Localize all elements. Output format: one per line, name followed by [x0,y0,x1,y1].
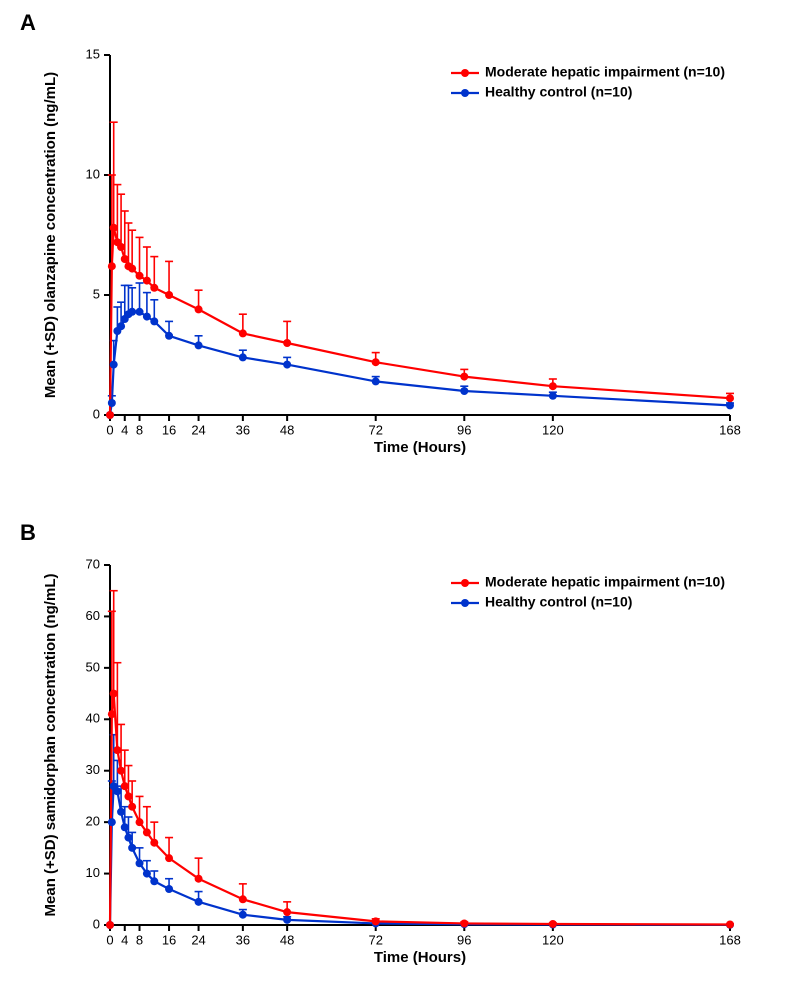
svg-text:168: 168 [719,933,741,948]
svg-text:24: 24 [191,423,205,438]
svg-text:168: 168 [719,423,741,438]
svg-text:96: 96 [457,423,471,438]
y-axis-label: Mean (+SD) samidorphan concentration (ng… [42,574,59,917]
svg-text:70: 70 [86,556,100,571]
svg-text:4: 4 [121,933,128,948]
svg-text:8: 8 [136,423,143,438]
svg-text:120: 120 [542,423,564,438]
svg-text:60: 60 [86,608,100,623]
svg-text:15: 15 [86,46,100,61]
x-axis-label: Time (Hours) [374,949,466,966]
svg-text:48: 48 [280,423,294,438]
svg-text:0: 0 [93,916,100,931]
panel-b-label: B [20,520,36,546]
svg-text:24: 24 [191,933,205,948]
svg-text:36: 36 [236,423,250,438]
svg-text:30: 30 [86,762,100,777]
svg-text:Moderate hepatic impairment (n: Moderate hepatic impairment (n=10) [485,574,725,590]
svg-text:0: 0 [106,423,113,438]
svg-text:48: 48 [280,933,294,948]
svg-text:Healthy control (n=10): Healthy control (n=10) [485,594,632,610]
panel-b-chart: 010203040506070048162436487296120168Time… [30,545,750,990]
svg-text:96: 96 [457,933,471,948]
svg-text:10: 10 [86,166,100,181]
svg-text:Moderate hepatic impairment (n: Moderate hepatic impairment (n=10) [485,64,725,80]
panel-a-label: A [20,10,36,36]
svg-text:8: 8 [136,933,143,948]
svg-text:40: 40 [86,711,100,726]
x-axis-label: Time (Hours) [374,439,466,456]
y-axis-label: Mean (+SD) olanzapine concentration (ng/… [42,72,59,398]
svg-text:120: 120 [542,933,564,948]
panel-a-chart: 051015048162436487296120168Time (Hours)M… [30,35,750,480]
svg-text:10: 10 [86,865,100,880]
svg-text:16: 16 [162,933,176,948]
svg-text:36: 36 [236,933,250,948]
svg-text:16: 16 [162,423,176,438]
svg-text:Healthy control (n=10): Healthy control (n=10) [485,84,632,100]
svg-text:50: 50 [86,659,100,674]
svg-text:0: 0 [106,933,113,948]
svg-text:0: 0 [93,406,100,421]
svg-text:72: 72 [368,423,382,438]
svg-text:5: 5 [93,286,100,301]
svg-text:20: 20 [86,814,100,829]
svg-text:72: 72 [368,933,382,948]
svg-text:4: 4 [121,423,128,438]
